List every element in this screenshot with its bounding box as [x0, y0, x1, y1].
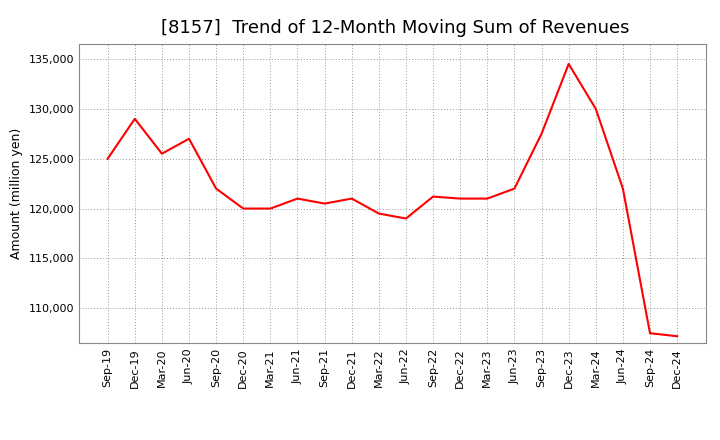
Y-axis label: Amount (million yen): Amount (million yen) [10, 128, 23, 259]
Text: [8157]  Trend of 12-Month Moving Sum of Revenues: [8157] Trend of 12-Month Moving Sum of R… [161, 19, 629, 37]
